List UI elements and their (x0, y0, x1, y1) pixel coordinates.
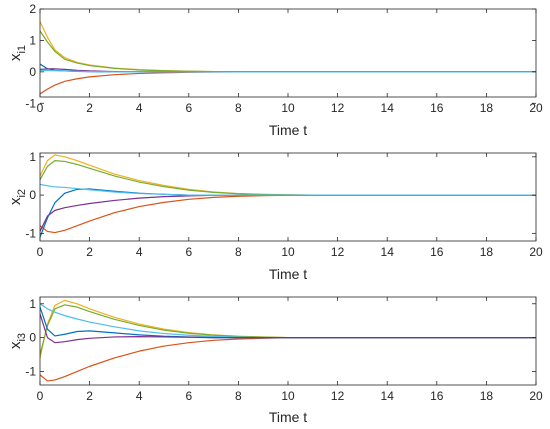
series-line-4 (40, 303, 536, 339)
x-tick-label: 8 (235, 389, 242, 403)
x-tick-label: 2 (86, 389, 93, 403)
series-line-1 (40, 21, 536, 73)
y-tick-label: 0 (29, 65, 36, 79)
y-tick-label: 0 (29, 188, 36, 202)
y-tick-label: 1 (29, 150, 36, 164)
x-tick-label: 16 (430, 245, 444, 259)
x-tick-label: 4 (136, 245, 143, 259)
y-axis-label: xi2 (7, 189, 28, 205)
y-tick-label: -1 (25, 364, 36, 378)
plot-frame (39, 296, 537, 386)
y-tick-label: 0 (29, 331, 36, 345)
x-tick-label: 14 (381, 101, 395, 115)
series-line-2 (40, 30, 536, 73)
series-line-2 (40, 160, 536, 196)
y-axis-label-subscript: i2 (16, 189, 28, 198)
y-tick-label: 1 (29, 33, 36, 47)
x-tick-label: 18 (480, 101, 494, 115)
y-axis-label-subscript: i1 (16, 45, 28, 54)
x-tick-label: 8 (235, 101, 242, 115)
series-line-3 (40, 337, 536, 382)
x-tick-label: 2 (86, 245, 93, 259)
x-axis-label: Time t (269, 266, 307, 282)
subplot-3: 0 2 4 6 8 10 12 14 16 18 20-101 Time t xi3 (7, 296, 543, 425)
x-tick-label: 2 (86, 101, 93, 115)
x-tick-label: 14 (381, 389, 395, 403)
x-tick-label: 16 (430, 101, 444, 115)
x-tick-label: 6 (185, 389, 192, 403)
x-tick-label: 20 (529, 389, 543, 403)
x-tick-label: 20 (529, 245, 543, 259)
plot-frame (39, 152, 537, 242)
x-tick-label: 18 (480, 389, 494, 403)
x-tick-label: 12 (331, 245, 345, 259)
x-axis-label: Time t (269, 122, 307, 138)
y-axis-label-subscript: i3 (16, 333, 28, 342)
x-tick-label: 12 (331, 389, 345, 403)
x-tick-label: 4 (136, 389, 143, 403)
series-line-6 (40, 183, 536, 196)
y-axis-label: xi3 (7, 333, 28, 349)
y-tick-label: -1 (25, 226, 36, 240)
plot-frame (39, 8, 537, 98)
series-line-6 (40, 313, 536, 344)
x-tick-label: 14 (381, 245, 395, 259)
x-tick-label: 8 (235, 245, 242, 259)
series-line-3 (40, 71, 536, 95)
x-axis-label: Time t (269, 409, 307, 425)
x-tick-label: 12 (331, 101, 345, 115)
series-line-1 (40, 154, 536, 196)
y-axis-label-base: x (7, 197, 24, 205)
x-tick-label: 6 (185, 245, 192, 259)
series-line-2 (40, 304, 536, 355)
series-line-6 (40, 69, 536, 73)
y-axis-label: xi1 (7, 45, 28, 61)
series-line-5 (40, 306, 536, 339)
series-line-1 (40, 299, 536, 359)
x-tick-label: 10 (281, 389, 295, 403)
y-axis-label-base: x (7, 53, 24, 61)
x-tick-label: 0 (37, 101, 44, 115)
x-tick-label: 0 (37, 389, 44, 403)
y-tick-label: -1 (25, 96, 36, 110)
x-tick-label: 0 (37, 245, 44, 259)
x-tick-label: 18 (480, 245, 494, 259)
x-tick-label: 10 (281, 245, 295, 259)
y-axis-label-base: x (7, 341, 24, 349)
y-tick-label: 1 (29, 297, 36, 311)
x-tick-label: 16 (430, 389, 444, 403)
y-tick-label: 2 (29, 2, 36, 16)
subplot-2: 0 2 4 6 8 10 12 14 16 18 20-101 Time t xi2 (7, 150, 543, 282)
x-tick-label: 10 (281, 101, 295, 115)
x-tick-label: 6 (185, 101, 192, 115)
x-tick-label: 4 (136, 101, 143, 115)
x-tick-label: 20 (529, 101, 543, 115)
